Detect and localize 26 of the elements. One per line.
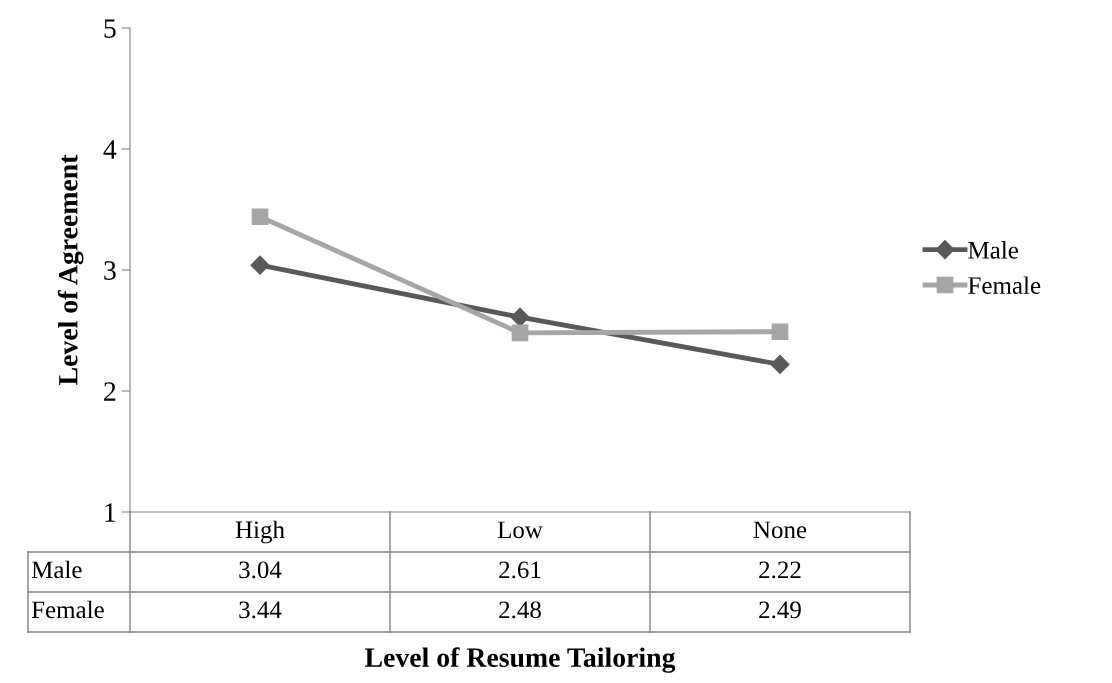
text: Male (31, 560, 82, 579)
data-label: 3.44 (239, 601, 282, 619)
data-label: 2.61 (499, 561, 541, 579)
y-tick-label: 1 (105, 503, 116, 522)
y-tick-label: 4 (103, 140, 117, 159)
point (251, 208, 269, 226)
legend-label: Male (968, 241, 1018, 259)
y-tick-label: 5 (104, 19, 116, 38)
data-label: 2.48 (499, 601, 541, 619)
point (510, 307, 530, 327)
y-axis-title: Level of Agreement (57, 154, 84, 385)
legend-label: Female (968, 276, 1041, 294)
data-label: 3.04 (239, 561, 282, 579)
x-tick-label: Low (497, 521, 543, 539)
point (511, 324, 529, 342)
x-tick-label: None (753, 521, 807, 539)
text: Female (31, 600, 104, 619)
x-tick-label: High (235, 520, 285, 544)
point (771, 323, 789, 341)
x-axis-title: Level of Resume Tailoring (364, 647, 676, 673)
y-tick-label: 2 (104, 382, 116, 401)
y-tick-label: 3 (104, 261, 116, 280)
data-label: 2.49 (759, 601, 801, 619)
point (770, 354, 790, 374)
point (250, 255, 270, 275)
data-label: 2.22 (759, 561, 801, 579)
